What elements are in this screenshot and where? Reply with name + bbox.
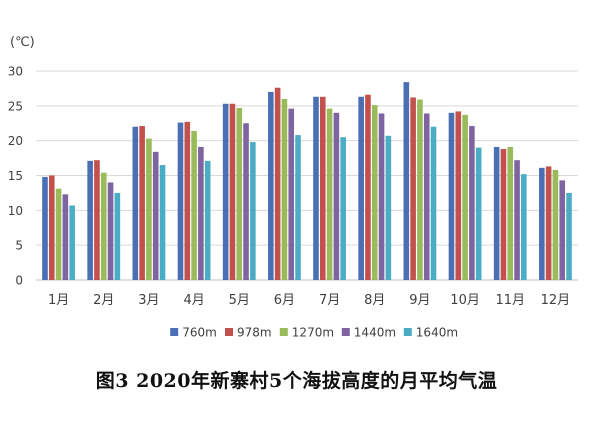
bar-978m-5月	[229, 103, 236, 281]
x-tick-label: 2月	[93, 293, 114, 308]
bar-978m-8月	[365, 94, 371, 280]
bar-1270m-7月	[326, 108, 333, 281]
bar-chart: (℃) 0 5 10 15 20 25 30 1月 2月 3月 4月 5月 6月 7月 8月 9月 10月 11月 1…	[8, 35, 578, 340]
bar-760m-9月	[403, 82, 410, 281]
bar-978m-2月	[94, 160, 100, 280]
legend-swatch-1440m	[341, 328, 350, 336]
bar-1640m-1月	[69, 205, 75, 280]
y-tick-label: 30	[8, 65, 23, 79]
x-tick-label: 7月	[319, 293, 340, 308]
bar-760m-1月	[42, 176, 48, 280]
bar-1270m-5月	[236, 107, 243, 280]
bar-760m-7月	[313, 96, 319, 280]
bar-1440m-6月	[288, 108, 295, 281]
bar-1440m-9月	[423, 113, 430, 280]
chart-container: (℃) 0 5 10 15 20 25 30 1月 2月 3月 4月 5月 6月 7月 8月 9月 10月 11月 1…	[8, 35, 578, 340]
y-tick-label: 5	[15, 239, 23, 253]
x-tick-label: 6月	[274, 293, 295, 308]
legend-swatch-760m	[170, 328, 179, 336]
figure-caption: 图3 2020年新寨村5个海拔高度的月平均气温	[95, 370, 498, 392]
legend-swatch-978m	[225, 328, 233, 336]
bar-1270m-9月	[417, 99, 423, 280]
x-tick-label: 11月	[495, 293, 525, 308]
bar-760m-5月	[222, 103, 229, 281]
bar-1640m-7月	[340, 137, 346, 280]
bar-1270m-4月	[191, 130, 197, 280]
bar-1440m-1月	[62, 194, 69, 280]
bar-1440m-5月	[243, 123, 249, 280]
y-tick-label: 25	[8, 99, 23, 113]
legend-label: 1440m	[354, 326, 396, 340]
bar-1270m-2月	[100, 172, 107, 280]
legend-swatch-1270m	[279, 328, 288, 336]
legend-label: 760m	[182, 326, 217, 340]
bar-1640m-11月	[521, 174, 527, 280]
bar-760m-3月	[132, 126, 139, 280]
x-tick-label: 4月	[183, 293, 204, 308]
bar-1270m-12月	[552, 169, 559, 280]
bar-978m-4月	[184, 121, 191, 280]
legend-label: 1640m	[416, 326, 458, 340]
bar-760m-8月	[358, 96, 364, 280]
bar-1640m-8月	[385, 135, 392, 280]
bar-1440m-12月	[559, 180, 566, 280]
bar-978m-1月	[48, 175, 55, 280]
bar-978m-10月	[455, 111, 462, 280]
bar-760m-6月	[268, 91, 274, 281]
bar-1640m-10月	[475, 147, 482, 280]
bar-1640m-4月	[204, 160, 211, 280]
x-tick-label: 3月	[138, 293, 159, 308]
legend-label: 1270m	[292, 326, 334, 340]
bar-760m-2月	[87, 160, 93, 280]
bar-1640m-6月	[295, 135, 301, 280]
bar-1270m-3月	[146, 138, 152, 280]
bar-1270m-8月	[371, 105, 378, 280]
bar-1270m-10月	[462, 114, 468, 280]
bar-978m-7月	[319, 96, 326, 280]
bar-1440m-10月	[469, 126, 475, 280]
bar-760m-12月	[539, 167, 545, 280]
y-unit-label: (℃)	[10, 35, 35, 50]
x-tick-label: 5月	[229, 293, 250, 308]
bar-978m-11月	[500, 149, 507, 280]
bar-1640m-9月	[430, 126, 437, 280]
bar-1440m-7月	[333, 112, 340, 280]
bar-760m-11月	[493, 146, 500, 280]
bar-978m-12月	[545, 166, 552, 280]
bar-1640m-2月	[114, 192, 121, 280]
bar-760m-4月	[177, 122, 184, 280]
bar-1270m-6月	[281, 98, 288, 281]
bar-1640m-3月	[159, 165, 166, 280]
legend-swatch-1640m	[403, 328, 412, 336]
y-tick-label: 20	[8, 134, 23, 148]
bar-1440m-3月	[152, 151, 159, 280]
bar-978m-9月	[410, 97, 416, 280]
bar-1270m-11月	[507, 146, 514, 280]
bar-1440m-11月	[514, 160, 520, 280]
x-tick-label: 12月	[541, 293, 571, 308]
y-tick-label: 0	[15, 274, 23, 288]
bar-978m-3月	[139, 126, 145, 280]
bar-978m-6月	[274, 87, 281, 280]
x-tick-label: 1月	[48, 293, 69, 308]
legend-label: 978m	[237, 326, 272, 340]
x-tick-label: 9月	[409, 293, 430, 308]
bar-1440m-4月	[198, 146, 204, 280]
bar-1440m-8月	[378, 113, 385, 280]
bar-1640m-12月	[566, 192, 572, 280]
bar-1640m-5月	[250, 142, 256, 280]
bar-1270m-1月	[55, 188, 62, 280]
y-tick-label: 10	[8, 204, 23, 218]
y-tick-label: 15	[8, 169, 23, 183]
x-tick-label: 8月	[364, 293, 385, 308]
bar-1440m-2月	[107, 182, 114, 280]
x-tick-label: 10月	[450, 293, 480, 308]
bar-760m-10月	[448, 112, 455, 280]
